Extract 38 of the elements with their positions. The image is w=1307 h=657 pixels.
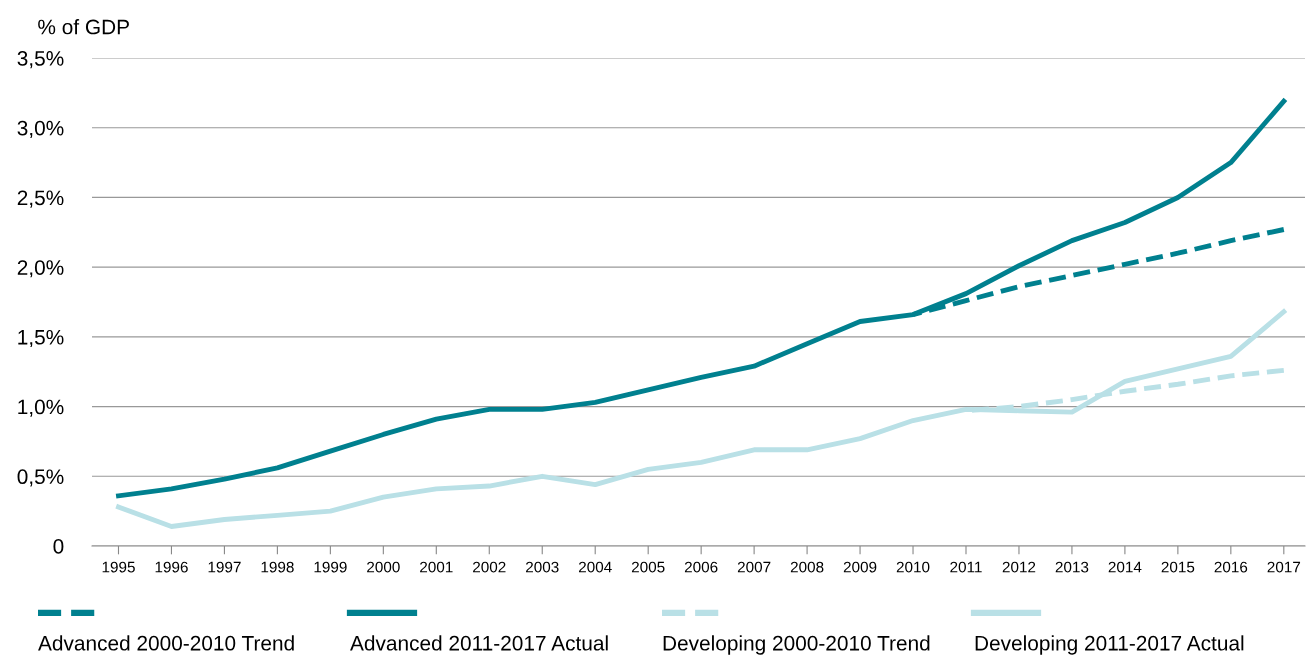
x-tick-label: 2004 (578, 561, 612, 573)
x-tick-label: 2000 (367, 561, 400, 573)
y-tick-label: 1,0% (18, 399, 64, 417)
x-tick-label: 2008 (790, 561, 824, 573)
x-tick-label: 1997 (208, 561, 241, 573)
y-tick-label: 1,5% (18, 329, 64, 348)
x-tick-label: 2016 (1214, 561, 1248, 573)
y-tick-label: 0 (53, 539, 64, 554)
x-tick-label: 1998 (261, 561, 294, 573)
x-tick-label: 2014 (1108, 561, 1142, 573)
line-series (116, 309, 1287, 529)
legend-label: Advanced 2000-2010 Trend (38, 635, 294, 651)
x-tick-label: 2010 (896, 561, 930, 573)
x-tick-label: 2011 (950, 561, 982, 573)
x-tick-label: 2001 (420, 561, 453, 573)
legend-label: Developing 2000-2010 Trend (663, 635, 930, 655)
x-tick-label: 2003 (526, 561, 559, 573)
x-tick-label: 2015 (1161, 561, 1195, 573)
x-tick-label: 2007 (737, 561, 771, 573)
line-series (116, 98, 1287, 499)
x-tick-label: 2017 (1267, 561, 1301, 573)
x-tick-label: 1995 (102, 561, 135, 573)
y-axis-title: % of GDP (38, 19, 129, 35)
x-tick-label: 1999 (314, 561, 347, 573)
x-tick-label: 2002 (473, 561, 506, 573)
x-tick-label: 2005 (631, 561, 665, 573)
x-tick-label: 2006 (684, 561, 718, 573)
y-tick-label: 2,0% (17, 260, 64, 278)
y-tick-label: 3,5% (17, 51, 64, 69)
x-tick-label: 1996 (155, 561, 188, 573)
legend-label: Developing 2011-2017 Actual (975, 635, 1244, 655)
x-tick-label: 2012 (1002, 561, 1036, 573)
y-tick-label: 2,5% (17, 190, 64, 208)
y-tick-label: 3,0% (17, 120, 64, 138)
x-tick-label: 2009 (843, 561, 877, 573)
y-tick-label: 0,5% (17, 469, 64, 487)
x-tick-label: 2013 (1055, 561, 1089, 573)
legend-label: Advanced 2011-2017 Actual (350, 635, 608, 651)
